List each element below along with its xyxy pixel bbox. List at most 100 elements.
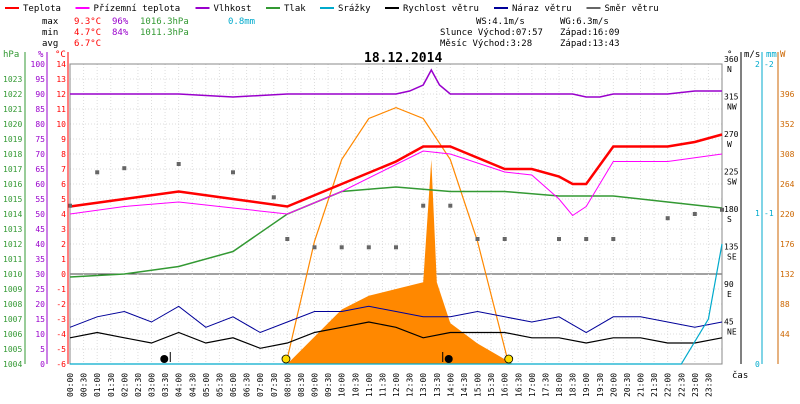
info-ws: WS:4.1m/s xyxy=(476,17,525,27)
tick-pct-10: 50 xyxy=(35,210,45,219)
line-series xyxy=(68,68,724,365)
axis-ms-label: m/s xyxy=(744,50,760,60)
temperature-line xyxy=(69,133,723,208)
tick-hpa-12: 1011 xyxy=(3,255,22,264)
tick-x-25: 12:30 xyxy=(406,373,415,397)
tick-x-2: 01:00 xyxy=(93,373,102,397)
tick-c-11: 3 xyxy=(61,225,66,234)
wind-direction-point xyxy=(557,237,561,241)
legend-label-1: Přízemní teplota xyxy=(94,4,181,14)
tick-x-3: 01:30 xyxy=(107,373,116,397)
wind-direction-point xyxy=(611,237,616,241)
tick-x-42: 21:00 xyxy=(637,373,646,397)
tick-x-1: 00:30 xyxy=(80,373,89,397)
tick-c-15: -1 xyxy=(56,285,66,294)
tick-pct-2: 90 xyxy=(35,90,45,99)
wind-direction-point xyxy=(475,237,480,241)
tick-x-28: 14:00 xyxy=(446,373,455,397)
tick-x-22: 11:00 xyxy=(365,373,374,397)
tick-c-5: 9 xyxy=(61,135,66,144)
solar-radiation-area xyxy=(287,159,513,364)
tick-x-29: 14:30 xyxy=(460,373,469,397)
tick-pct-3: 85 xyxy=(35,105,45,114)
tick-c-7: 7 xyxy=(61,165,66,174)
legend-label-7: Směr větru xyxy=(605,4,659,14)
tick-x-30: 15:00 xyxy=(474,373,483,397)
info-sunset: Západ:16:09 xyxy=(560,28,620,38)
stat-min-hum: 84% xyxy=(112,28,129,38)
tick-x-5: 02:30 xyxy=(134,373,143,397)
tick-hpa-17: 1006 xyxy=(3,330,22,339)
axis-pct-label: % xyxy=(38,50,44,60)
pressure-line xyxy=(69,186,723,278)
tick-x-19: 09:30 xyxy=(324,373,333,397)
tick-hpa-1: 1022 xyxy=(3,90,22,99)
wind-direction-point xyxy=(502,237,507,241)
tick-x-43: 21:30 xyxy=(650,373,659,397)
tick-x-16: 08:00 xyxy=(283,373,292,397)
stat-avg-label: avg xyxy=(42,39,58,49)
tick-pct-4: 80 xyxy=(35,120,45,129)
tick-c-2: 12 xyxy=(56,90,66,99)
tick-c-6: 8 xyxy=(61,150,66,159)
wind-speed-line xyxy=(69,321,723,349)
tick-ms-1: 1 xyxy=(755,209,760,218)
tick-x-10: 05:00 xyxy=(202,373,211,397)
tick-x-34: 17:00 xyxy=(528,373,537,397)
tick-pct-11: 45 xyxy=(35,225,45,234)
tick-c-9: 5 xyxy=(61,195,66,204)
tick-hpa-13: 1010 xyxy=(3,270,22,279)
tick-w-3: 264 xyxy=(780,180,795,189)
wind-direction-series xyxy=(68,162,724,250)
tick-w-0: 396 xyxy=(780,90,795,99)
tick-w-2: 308 xyxy=(780,150,795,159)
legend: Teplota Přízemní teplota Vlhkost Tlak Srážky… xyxy=(5,4,659,14)
tick-pct-0: 100 xyxy=(31,60,46,69)
tick-x-12: 06:00 xyxy=(229,373,238,397)
wind-direction-point xyxy=(665,216,670,221)
axis-c-label: °C xyxy=(55,50,66,60)
legend-label-2: Vlhkost xyxy=(214,4,252,14)
moonset-marker xyxy=(444,355,453,363)
tick-x-0: 00:00 xyxy=(66,373,75,397)
stat-max-press: 1016.3hPa xyxy=(140,17,189,27)
stats-header: max 9.3°C 96% 1016.3hPa 0.8mm min 4.7°C … xyxy=(42,17,620,66)
tick-hpa-19: 1004 xyxy=(3,360,22,369)
wind-direction-point xyxy=(122,166,127,171)
wind-direction-point xyxy=(421,203,426,208)
tick-hpa-11: 1012 xyxy=(3,240,22,249)
info-wg: WG:6.3m/s xyxy=(560,17,609,27)
axis-mm-label: mm xyxy=(766,50,777,60)
tick-x-7: 03:30 xyxy=(161,373,170,397)
wind-direction-point xyxy=(68,203,72,208)
sunrise-marker xyxy=(281,354,291,364)
tick-x-14: 07:00 xyxy=(256,373,265,397)
axis-cas-label: čas xyxy=(732,370,748,381)
tick-x-46: 23:00 xyxy=(691,373,700,397)
tick-dir-deg-3: 225 xyxy=(724,168,739,177)
sunset-marker xyxy=(504,354,514,364)
tick-x-27: 13:30 xyxy=(433,373,442,397)
tick-x-45: 22:30 xyxy=(677,373,686,397)
moonrise-marker xyxy=(160,355,169,363)
tick-hpa-4: 1019 xyxy=(3,135,22,144)
tick-c-17: -3 xyxy=(56,315,66,324)
tick-pct-16: 20 xyxy=(35,300,45,309)
tick-hpa-7: 1016 xyxy=(3,180,22,189)
tick-x-41: 20:30 xyxy=(623,373,632,397)
tick-dir-deg-6: 90 xyxy=(724,280,734,289)
tick-hpa-18: 1005 xyxy=(3,345,22,354)
tick-hpa-6: 1017 xyxy=(3,165,22,174)
wind-direction-point xyxy=(176,162,181,166)
fill-series xyxy=(287,159,513,364)
tick-dir-deg-4: 180 xyxy=(724,205,739,214)
legend-label-0: Teplota xyxy=(23,4,61,14)
tick-w-1: 352 xyxy=(780,120,795,129)
tick-hpa-15: 1008 xyxy=(3,300,22,309)
rain-line xyxy=(70,243,723,365)
legend-label-6: Náraz větru xyxy=(512,4,572,14)
tick-hpa-16: 1007 xyxy=(3,315,22,324)
tick-pct-18: 10 xyxy=(35,330,45,339)
wind-direction-point xyxy=(312,245,317,250)
tick-dir-deg-7: 45 xyxy=(724,318,734,327)
